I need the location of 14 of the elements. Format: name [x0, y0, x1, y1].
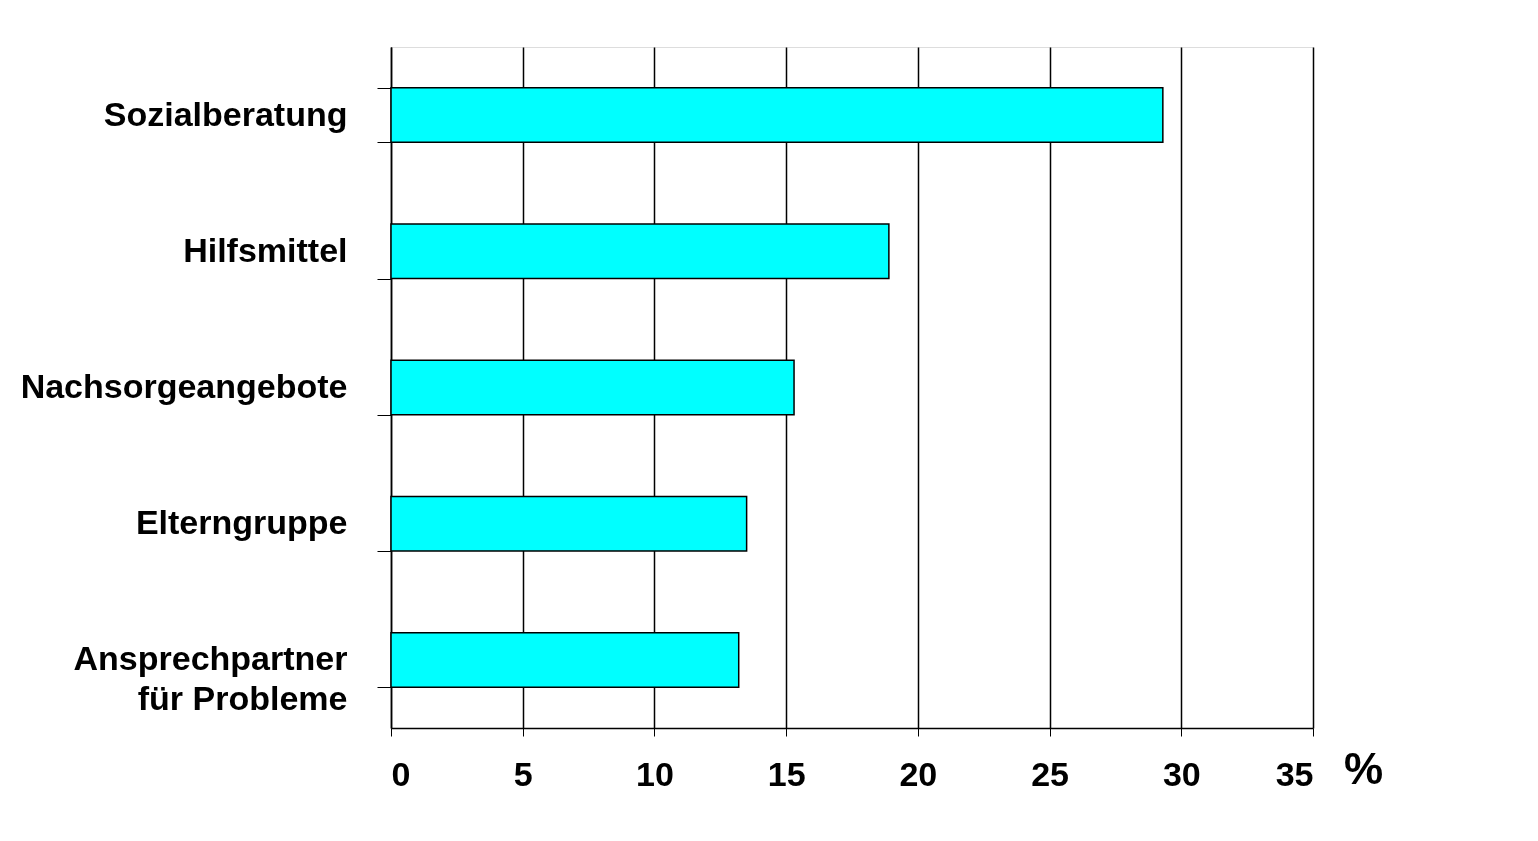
- x-tick-label: 30: [1162, 754, 1201, 793]
- x-tick-label: 35: [1275, 754, 1314, 793]
- y-tick-label: Hilfsmittel: [183, 230, 348, 269]
- x-axis-title: %: [1343, 743, 1384, 793]
- y-tick-label: Ansprechpartner für Probleme: [73, 639, 348, 718]
- y-tick-label: Elterngruppe: [135, 503, 348, 542]
- y-tick-label: Sozialberatung: [103, 94, 348, 133]
- x-tick-label: 10: [636, 754, 674, 793]
- x-tick-label: 5: [513, 754, 533, 793]
- y-tick-label: Nachsorgeangebote: [20, 367, 348, 405]
- x-tick-label: 20: [899, 754, 938, 793]
- x-tick-label: 0: [391, 754, 411, 793]
- x-tick-label: 25: [1031, 754, 1069, 793]
- x-tick-label: 15: [767, 754, 806, 793]
